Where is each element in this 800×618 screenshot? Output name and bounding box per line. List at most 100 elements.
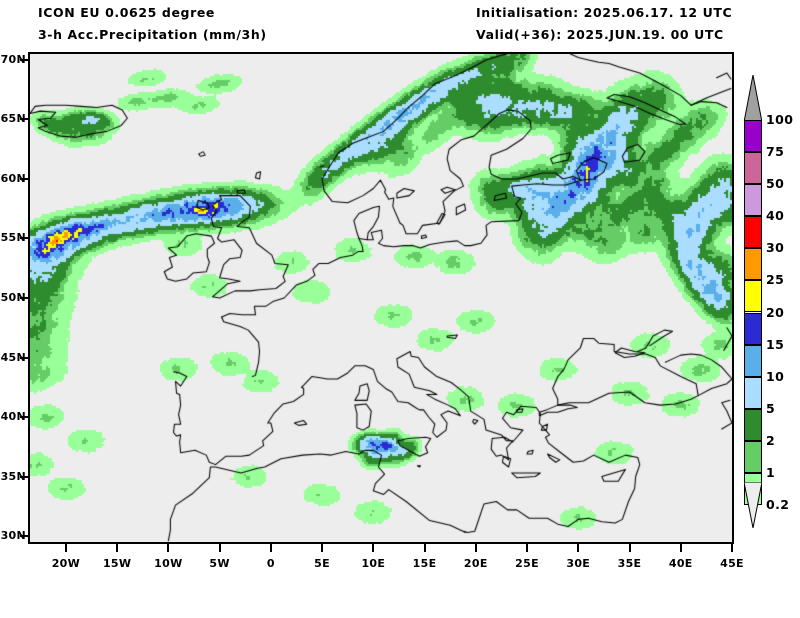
longitude-tick bbox=[167, 544, 170, 552]
longitude-tick-text: 15E bbox=[412, 557, 437, 570]
colorbar-band bbox=[744, 344, 762, 377]
colorbar-tick-label: 1 bbox=[766, 464, 776, 480]
latitude-tick bbox=[20, 535, 28, 538]
colorbar-tick-label: 2 bbox=[766, 432, 776, 448]
longitude-tick-text: 25E bbox=[515, 557, 539, 570]
colorbar-band bbox=[744, 440, 762, 473]
latitude-tick bbox=[20, 297, 28, 299]
colorbar-under-arrow bbox=[743, 481, 763, 529]
longitude-tick-label: 45E bbox=[709, 552, 755, 570]
colorbar-band bbox=[744, 376, 762, 409]
colorbar-band bbox=[744, 152, 762, 185]
longitude-tick-text: 5E bbox=[314, 557, 330, 570]
colorbar-tick-label: 30 bbox=[766, 240, 785, 256]
map-frame bbox=[28, 52, 734, 544]
longitude-tick-text: 20W bbox=[51, 557, 81, 570]
longitude-tick-text: 40E bbox=[668, 557, 693, 570]
latitude-tick bbox=[20, 475, 28, 478]
colorbar-tick-label: 25 bbox=[766, 272, 785, 288]
latitude-tick-label: 30N bbox=[0, 529, 26, 543]
longitude-tick bbox=[218, 544, 221, 552]
latitude-tick bbox=[20, 416, 28, 419]
longitude-tick-text: 30E bbox=[566, 557, 591, 570]
longitude-tick-label: 0 bbox=[248, 552, 294, 570]
longitude-tick-text: 15W bbox=[102, 557, 132, 570]
latitude-tick-label: 35N bbox=[0, 469, 26, 483]
latitude-tick-text: 45N bbox=[0, 350, 26, 364]
longitude-tick-text: 45E bbox=[720, 557, 744, 570]
longitude-tick bbox=[679, 544, 682, 552]
latitude-tick-text: 40N bbox=[0, 410, 26, 424]
longitude-tick-label: 15W bbox=[94, 552, 140, 570]
longitude-tick-label: 30E bbox=[555, 552, 601, 570]
valid-time-label: Valid(+36): 2025.JUN.19. 00 UTC bbox=[476, 27, 724, 42]
field-name-label: 3-h Acc.Precipitation (mm/3h) bbox=[38, 27, 267, 42]
colorbar-tick-label: 0.2 bbox=[766, 497, 790, 512]
longitude-tick-text: 5W bbox=[209, 557, 230, 570]
longitude-tick bbox=[269, 544, 272, 552]
longitude-tick bbox=[423, 544, 426, 552]
latitude-tick-text: 35N bbox=[0, 469, 26, 483]
longitude-tick bbox=[321, 544, 324, 552]
longitude-tick-label: 15E bbox=[402, 552, 448, 570]
precipitation-map-canvas bbox=[30, 54, 732, 542]
longitude-tick-text: 10W bbox=[154, 557, 183, 570]
latitude-tick-label: 45N bbox=[0, 350, 26, 364]
longitude-tick-label: 20E bbox=[453, 552, 499, 570]
longitude-tick-label: 10W bbox=[145, 552, 191, 570]
colorbar-band bbox=[744, 408, 762, 441]
longitude-tick bbox=[526, 544, 529, 552]
latitude-tick bbox=[20, 237, 28, 240]
longitude-tick-label: 25E bbox=[504, 552, 550, 570]
longitude-tick-label: 5W bbox=[197, 552, 243, 570]
colorbar-tick-label: 50 bbox=[766, 176, 785, 192]
latitude-tick-label: 65N bbox=[0, 112, 26, 126]
colorbar-band bbox=[744, 280, 762, 313]
initialisation-label: Initialisation: 2025.06.17. 12 UTC bbox=[476, 5, 733, 20]
longitude-tick-label: 10E bbox=[350, 552, 396, 570]
latitude-tick-label: 70N bbox=[0, 52, 26, 66]
colorbar-band bbox=[744, 184, 762, 217]
longitude-tick bbox=[474, 544, 477, 552]
longitude-tick-label: 20W bbox=[43, 552, 89, 570]
longitude-tick bbox=[116, 544, 119, 552]
longitude-tick-text: 0 bbox=[266, 557, 275, 570]
longitude-tick bbox=[64, 544, 67, 552]
colorbar-over-arrow bbox=[743, 74, 763, 123]
latitude-tick bbox=[20, 58, 28, 61]
latitude-tick-text: 55N bbox=[0, 231, 26, 245]
latitude-tick-label: 55N bbox=[0, 231, 26, 245]
model-name-label: ICON EU 0.0625 degree bbox=[38, 5, 215, 20]
longitude-tick bbox=[372, 544, 375, 552]
colorbar-tick-label: 75 bbox=[766, 144, 785, 160]
latitude-tick-text: 60N bbox=[0, 171, 26, 185]
latitude-tick-text: 50N bbox=[0, 291, 26, 304]
colorbar-tick-label: 40 bbox=[766, 208, 785, 224]
latitude-tick-text: 30N bbox=[0, 529, 26, 543]
longitude-tick-text: 20E bbox=[463, 557, 488, 570]
colorbar-tick-label: 20 bbox=[766, 304, 785, 320]
colorbar-band bbox=[744, 216, 762, 249]
latitude-tick bbox=[20, 118, 28, 121]
latitude-tick-label: 50N bbox=[0, 291, 26, 304]
latitude-tick-text: 70N bbox=[0, 52, 26, 66]
longitude-tick-label: 40E bbox=[658, 552, 704, 570]
colorbar-tick-label: 15 bbox=[766, 336, 785, 352]
latitude-tick-label: 40N bbox=[0, 410, 26, 424]
latitude-tick bbox=[20, 177, 28, 180]
colorbar bbox=[744, 120, 762, 505]
longitude-tick-text: 10E bbox=[361, 557, 386, 570]
colorbar-band bbox=[744, 120, 762, 153]
colorbar-band bbox=[744, 248, 762, 281]
colorbar-tick-label: 5 bbox=[766, 400, 776, 416]
latitude-tick-label: 60N bbox=[0, 171, 26, 185]
latitude-tick-text: 65N bbox=[0, 112, 26, 126]
longitude-tick bbox=[628, 544, 631, 552]
latitude-tick bbox=[20, 356, 28, 359]
longitude-tick-text: 35E bbox=[617, 557, 642, 570]
longitude-tick-label: 35E bbox=[607, 552, 653, 570]
colorbar-tick-label: 10 bbox=[766, 368, 785, 384]
colorbar-band bbox=[744, 312, 762, 345]
longitude-tick bbox=[731, 544, 733, 552]
